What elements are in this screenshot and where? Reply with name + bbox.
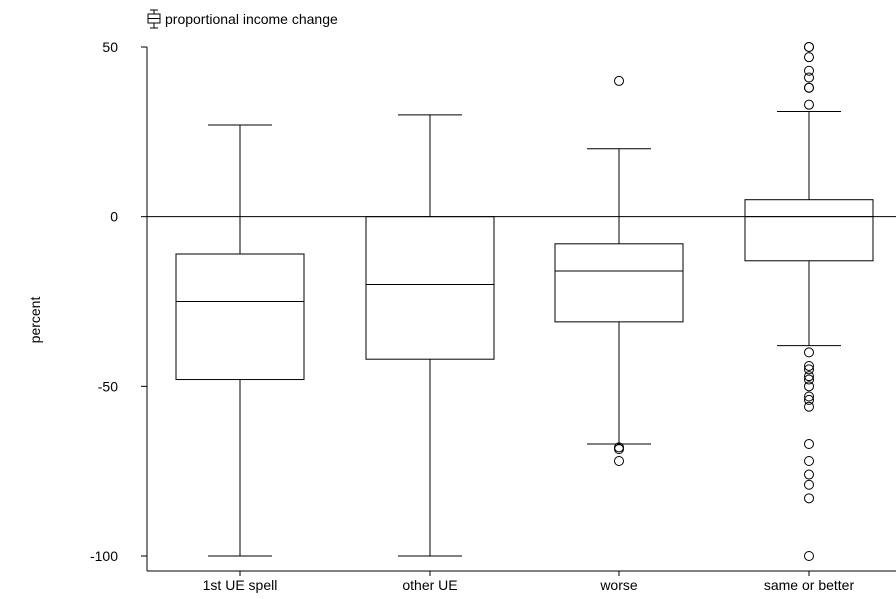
outlier-point	[804, 381, 814, 392]
legend-label: proportional income change	[165, 11, 338, 27]
outlier-point	[804, 72, 814, 83]
y-axis-title: percent	[27, 297, 43, 344]
boxes	[175, 42, 874, 561]
outlier-point	[804, 401, 814, 412]
box-group	[554, 75, 684, 466]
outlier-point	[804, 364, 814, 375]
outlier-point	[804, 391, 814, 402]
x-axis-ticks: 1st UE spell other UE worse same or better	[203, 571, 855, 593]
outlier-point	[614, 444, 624, 455]
outlier-point	[804, 371, 814, 382]
legend: proportional income change	[147, 9, 338, 29]
outlier-point	[804, 469, 814, 480]
outlier-point	[804, 374, 814, 385]
outlier-point	[804, 52, 814, 63]
outlier-point	[804, 360, 814, 371]
outlier-point	[614, 455, 624, 466]
outlier-point	[804, 493, 814, 504]
legend-box-icon	[147, 9, 161, 29]
outlier-point	[804, 65, 814, 76]
outlier-point	[804, 82, 814, 93]
box-group	[365, 114, 495, 557]
box-iqr	[365, 216, 495, 360]
x-tick-label: 1st UE spell	[203, 577, 278, 593]
outlier-point	[614, 75, 624, 86]
y-axis-ticks: 50 0 -50 -100	[90, 39, 147, 564]
box-iqr	[554, 243, 684, 323]
outlier-point	[804, 99, 814, 110]
outlier-point	[804, 42, 814, 52]
box-iqr	[175, 253, 305, 381]
y-tick-label: 50	[102, 39, 118, 55]
box-iqr	[744, 199, 874, 262]
outlier-point	[804, 551, 814, 561]
y-tick-label: -50	[98, 378, 118, 394]
box-group	[744, 42, 874, 561]
x-tick-label: worse	[599, 577, 638, 593]
y-tick-label: 0	[110, 209, 118, 225]
y-tick-label: -100	[90, 548, 118, 564]
x-tick-label: other UE	[402, 577, 457, 593]
outlier-point	[804, 439, 814, 450]
outlier-point	[804, 394, 814, 405]
outlier-point	[804, 347, 814, 358]
outlier-point	[804, 455, 814, 466]
outlier-point	[804, 479, 814, 490]
x-tick-label: same or better	[764, 577, 855, 593]
box-group	[175, 124, 305, 557]
